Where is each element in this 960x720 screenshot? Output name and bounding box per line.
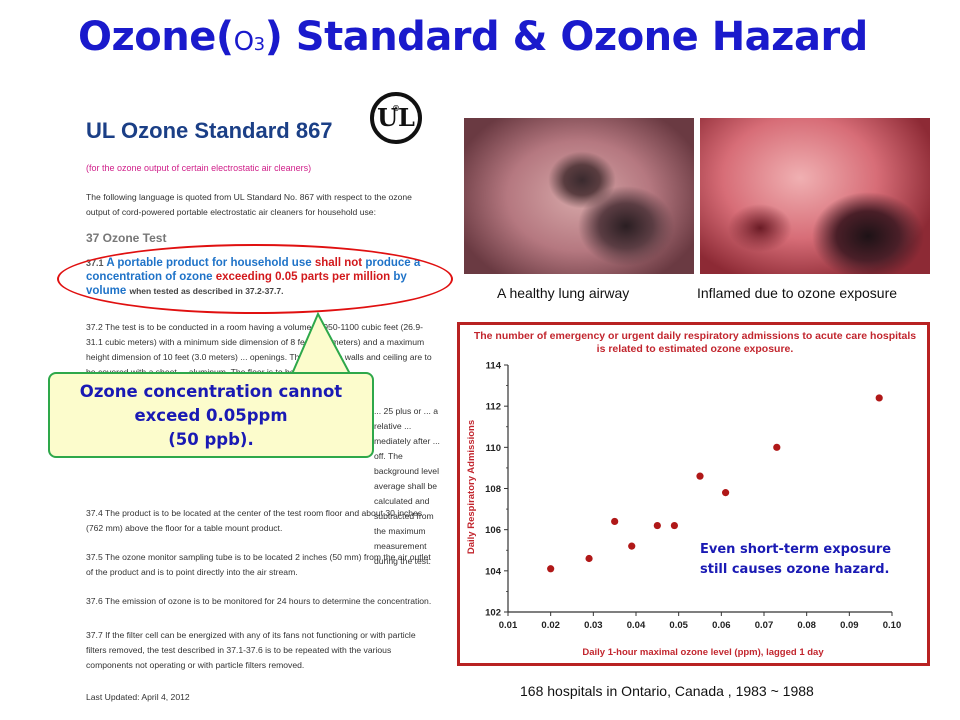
chart-note-line-1: Even short-term exposure [700,542,892,557]
y-ticks: 102 104 106 108 110 112 114 [485,361,508,619]
title-rest: ) Standard & Ozone Hazard [264,14,869,60]
y-tick-label: 108 [485,484,501,495]
section-37-3: ... 25 plus or ... a relative ... mediat… [374,406,440,566]
last-updated: Last Updated: April 4, 2012 [86,692,190,702]
x-tick-label: 0.07 [755,620,774,631]
x-tick-label: 0.05 [669,620,688,631]
y-tick-label: 112 [486,402,501,413]
section-title: 37 Ozone Test [86,231,167,245]
inflamed-airway-photo [700,118,930,274]
healthy-airway-caption: A healthy lung airway [497,285,630,301]
data-point [722,489,730,497]
data-point [670,521,678,530]
x-tick-label: 0.10 [883,620,902,631]
data-point [547,565,555,573]
y-tick-label: 102 [485,608,501,619]
healthy-airway-photo [464,118,694,274]
data-point [773,443,781,451]
ozone-limit-callout: Ozone concentration cannot exceed 0.05pp… [48,372,374,458]
chart-frame [457,322,930,666]
y-tick-label: 104 [485,566,502,577]
y-tick-label: 114 [486,361,502,372]
title-subscript: 3 [253,34,265,55]
x-axis-label: Daily 1-hour maximal ozone level (ppm), … [582,647,824,658]
ul-logo-reg: ® [392,103,400,113]
callout-pointer [290,312,352,375]
y-tick-label: 106 [485,525,501,536]
x-tick-label: 0.09 [840,620,859,631]
section-37-6: 37.6 The emission of ozone is to be moni… [86,596,432,606]
section-37-2: 37.2 The test is to be conducted in a ro… [86,322,432,377]
section-37-7: 37.7 If the filter cell can be energized… [86,630,416,670]
callout-line-1: Ozone concentration cannot [79,382,343,401]
title-main: Ozone( [78,14,234,60]
x-tick-label: 0.08 [797,620,816,631]
scope-note: (for the ozone output of certain electro… [86,163,312,173]
y-axis-label: Daily Respiratory Admissions [466,420,477,554]
section-37-5: 37.5 The ozone monitor sampling tube is … [86,552,431,577]
chart-title: The number of emergency or urgent daily … [473,330,917,355]
chart-annotation: Even short-term exposure still causes oz… [700,540,891,580]
title-o: O [233,27,254,57]
y-tick-label: 110 [486,443,501,454]
data-points [547,394,883,573]
x-tick-label: 0.02 [541,620,560,631]
callout-line-3: (50 ppb). [168,430,254,449]
x-tick-label: 0.06 [712,620,731,631]
title-o3: O3 [234,27,265,57]
section-37-4: 37.4 The product is to be located at the… [86,508,423,533]
intro-paragraph: The following language is quoted from UL… [86,192,412,217]
slide-title: Ozone(O3) Standard & Ozone Hazard [78,14,868,60]
data-point [875,394,883,402]
x-ticks: 0.01 0.02 0.03 0.04 0.05 0.06 0.07 0.08 0.09 0.10 [499,612,902,631]
x-tick-label: 0.01 [499,620,518,631]
data-point [653,521,661,530]
x-tick-label: 0.03 [584,620,603,631]
data-point [611,517,619,526]
x-tick-label: 0.04 [627,620,646,631]
ul-standard-heading: UL Ozone Standard 867 [86,118,333,143]
data-point [696,472,704,480]
data-point [628,542,636,550]
chart-note-line-2: still causes ozone hazard. [700,562,890,577]
ul-logo-text: UL [377,103,415,132]
data-point [585,554,593,563]
highlight-oval [57,244,453,314]
callout-line-2: exceed 0.05ppm [134,406,288,425]
inflamed-airway-caption: Inflamed due to ozone exposure [697,285,898,301]
study-footnote: 168 hospitals in Ontario, Canada , 1983 … [520,683,814,699]
ul-logo: UL ® [370,92,422,144]
